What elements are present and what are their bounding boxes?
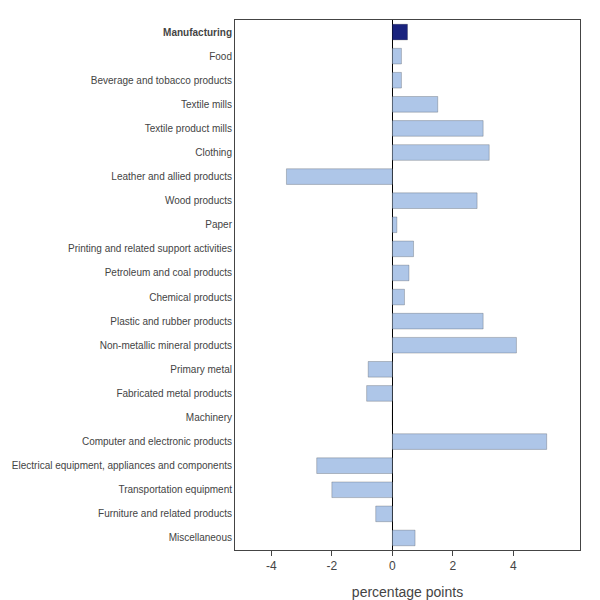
svg-text:Petroleum and coal products: Petroleum and coal products	[105, 267, 232, 278]
svg-text:Food: Food	[209, 51, 232, 62]
svg-text:Clothing: Clothing	[195, 147, 232, 158]
svg-text:Leather and allied products: Leather and allied products	[111, 171, 232, 182]
svg-text:Textile product mills: Textile product mills	[145, 123, 232, 134]
svg-text:Transportation equipment: Transportation equipment	[118, 484, 232, 495]
svg-text:Miscellaneous: Miscellaneous	[169, 532, 232, 543]
svg-text:percentage points: percentage points	[352, 584, 463, 600]
svg-text:Fabricated metal products: Fabricated metal products	[116, 388, 232, 399]
svg-text:Paper: Paper	[205, 219, 232, 230]
svg-text:2: 2	[450, 559, 457, 573]
svg-text:-4: -4	[266, 559, 277, 573]
svg-text:-2: -2	[327, 559, 338, 573]
svg-text:Non-metallic mineral products: Non-metallic mineral products	[100, 340, 232, 351]
svg-text:Electrical equipment, applianc: Electrical equipment, appliances and com…	[12, 460, 232, 471]
svg-text:4: 4	[510, 559, 517, 573]
svg-text:Printing and related support a: Printing and related support activities	[68, 243, 232, 254]
svg-text:Chemical products: Chemical products	[149, 292, 232, 303]
svg-text:Plastic and rubber products: Plastic and rubber products	[110, 316, 232, 327]
svg-text:Primary metal: Primary metal	[170, 364, 232, 375]
svg-text:Furniture and related products: Furniture and related products	[98, 508, 232, 519]
svg-text:Computer and electronic produc: Computer and electronic products	[82, 436, 232, 447]
svg-text:Machinery: Machinery	[186, 412, 232, 423]
svg-text:Manufacturing: Manufacturing	[163, 27, 232, 38]
svg-text:Textile mills: Textile mills	[181, 99, 232, 110]
svg-text:Wood products: Wood products	[165, 195, 232, 206]
svg-text:Beverage and tobacco products: Beverage and tobacco products	[91, 75, 232, 86]
svg-text:0: 0	[389, 559, 396, 573]
